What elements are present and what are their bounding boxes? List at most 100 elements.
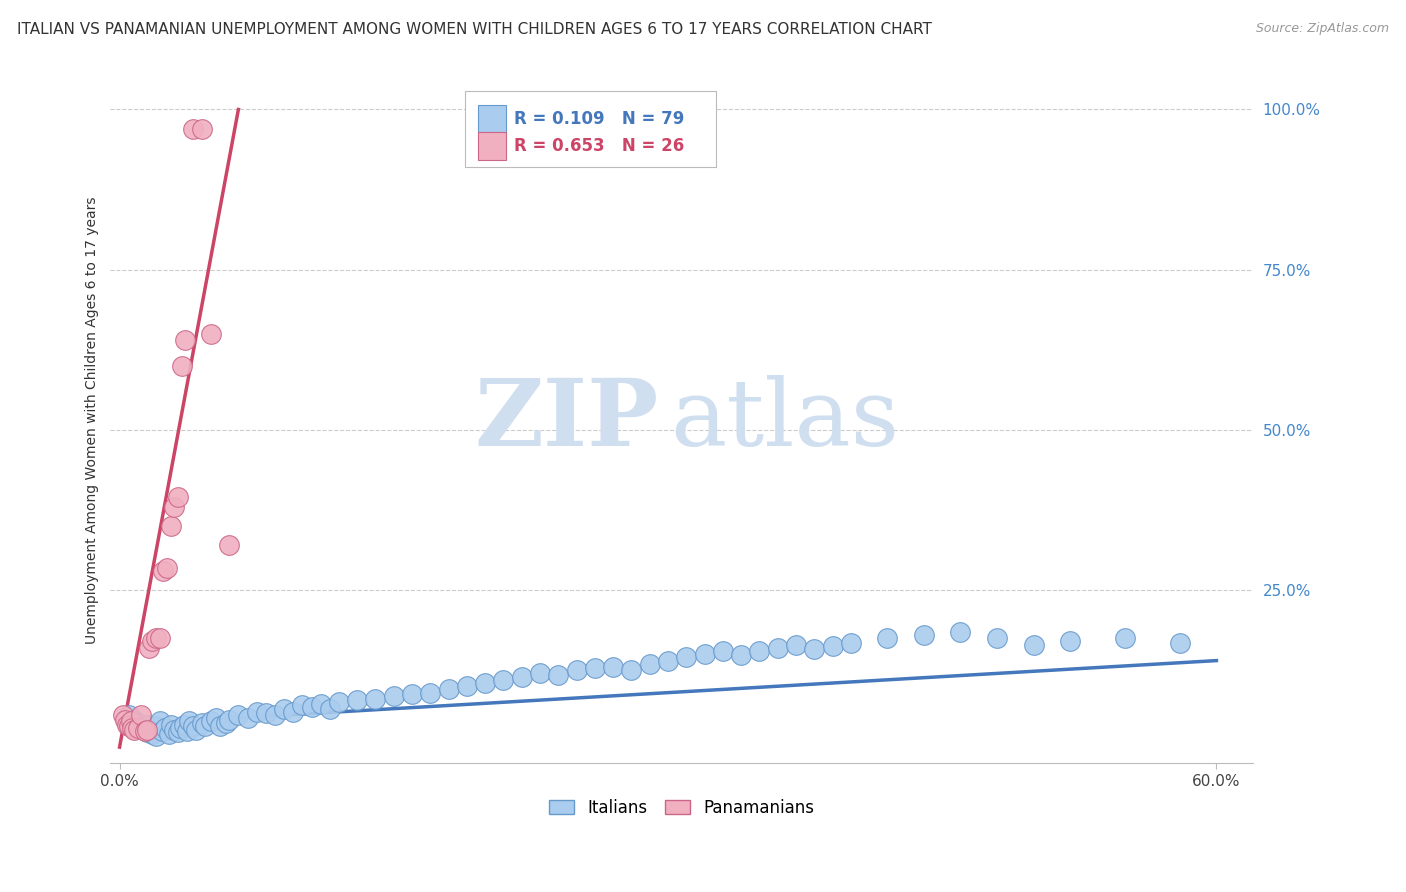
Point bbox=[675, 650, 697, 665]
FancyBboxPatch shape bbox=[464, 91, 716, 167]
Point bbox=[127, 716, 149, 731]
Point bbox=[364, 692, 387, 706]
Point bbox=[301, 699, 323, 714]
Point bbox=[218, 713, 240, 727]
Point bbox=[254, 706, 277, 720]
Point bbox=[246, 705, 269, 719]
Point bbox=[382, 689, 405, 703]
Text: atlas: atlas bbox=[671, 376, 900, 466]
Text: ZIP: ZIP bbox=[475, 376, 659, 466]
Point bbox=[139, 723, 162, 737]
Point bbox=[127, 721, 149, 735]
Point bbox=[821, 640, 844, 654]
Point bbox=[163, 723, 186, 737]
Point bbox=[474, 676, 496, 690]
Point bbox=[209, 719, 232, 733]
Point bbox=[1059, 634, 1081, 648]
Text: R = 0.109   N = 79: R = 0.109 N = 79 bbox=[513, 110, 685, 128]
Point bbox=[114, 713, 136, 727]
Point bbox=[748, 644, 770, 658]
Point bbox=[150, 724, 173, 739]
Point bbox=[785, 638, 807, 652]
Point bbox=[264, 708, 287, 723]
Point bbox=[912, 628, 935, 642]
Point bbox=[228, 708, 250, 723]
Point bbox=[141, 727, 163, 741]
Point bbox=[986, 631, 1008, 645]
Point bbox=[328, 695, 350, 709]
Point bbox=[131, 708, 153, 723]
Point bbox=[136, 717, 159, 731]
Point bbox=[122, 713, 145, 727]
Point bbox=[112, 708, 135, 723]
Point bbox=[492, 673, 515, 687]
Point bbox=[730, 648, 752, 663]
Point bbox=[157, 727, 180, 741]
Point bbox=[529, 666, 551, 681]
Point bbox=[657, 654, 679, 668]
Text: R = 0.653   N = 26: R = 0.653 N = 26 bbox=[513, 137, 683, 155]
Point bbox=[283, 705, 305, 719]
Point bbox=[174, 333, 197, 347]
Point bbox=[149, 631, 172, 645]
Point bbox=[115, 717, 138, 731]
Point bbox=[159, 717, 181, 731]
Point bbox=[319, 701, 342, 715]
Point bbox=[121, 721, 143, 735]
Point bbox=[309, 697, 332, 711]
Point bbox=[291, 698, 314, 713]
Point bbox=[273, 701, 295, 715]
Point bbox=[136, 723, 159, 737]
Point bbox=[191, 716, 214, 731]
Point bbox=[118, 719, 141, 733]
Point bbox=[510, 670, 533, 684]
Point bbox=[170, 359, 193, 373]
Point bbox=[205, 711, 228, 725]
Point bbox=[181, 719, 204, 733]
Point bbox=[176, 724, 198, 739]
Point bbox=[803, 642, 825, 657]
FancyBboxPatch shape bbox=[478, 105, 506, 132]
Point bbox=[583, 661, 606, 675]
Text: ITALIAN VS PANAMANIAN UNEMPLOYMENT AMONG WOMEN WITH CHILDREN AGES 6 TO 17 YEARS : ITALIAN VS PANAMANIAN UNEMPLOYMENT AMONG… bbox=[17, 22, 932, 37]
Point bbox=[766, 640, 789, 655]
Point bbox=[638, 657, 661, 671]
Point bbox=[1022, 638, 1045, 652]
Point bbox=[156, 560, 179, 574]
Point bbox=[200, 714, 222, 729]
Point bbox=[159, 519, 181, 533]
Point bbox=[620, 663, 643, 677]
Point bbox=[214, 716, 236, 731]
Point bbox=[173, 717, 195, 731]
Point bbox=[141, 634, 163, 648]
Point bbox=[145, 631, 167, 645]
Point bbox=[711, 644, 734, 658]
Point bbox=[547, 667, 569, 681]
Point bbox=[1168, 635, 1191, 649]
Point bbox=[602, 660, 624, 674]
Point bbox=[200, 326, 222, 341]
Point bbox=[186, 723, 208, 737]
Text: Source: ZipAtlas.com: Source: ZipAtlas.com bbox=[1256, 22, 1389, 36]
Point bbox=[167, 725, 190, 739]
Point bbox=[177, 714, 200, 729]
Point bbox=[346, 693, 368, 707]
Point bbox=[194, 719, 217, 733]
Point bbox=[839, 635, 862, 649]
Point bbox=[236, 711, 259, 725]
Point bbox=[131, 719, 153, 733]
Point bbox=[118, 708, 141, 723]
Point bbox=[132, 721, 155, 735]
Point bbox=[155, 721, 177, 735]
Point bbox=[456, 679, 478, 693]
Point bbox=[565, 663, 588, 677]
Point bbox=[134, 724, 156, 739]
Point bbox=[149, 714, 172, 729]
Point bbox=[191, 121, 214, 136]
Point bbox=[437, 682, 460, 697]
Point bbox=[152, 564, 174, 578]
Point bbox=[693, 647, 716, 661]
Point bbox=[218, 538, 240, 552]
Point bbox=[120, 714, 142, 729]
Point bbox=[138, 640, 160, 655]
